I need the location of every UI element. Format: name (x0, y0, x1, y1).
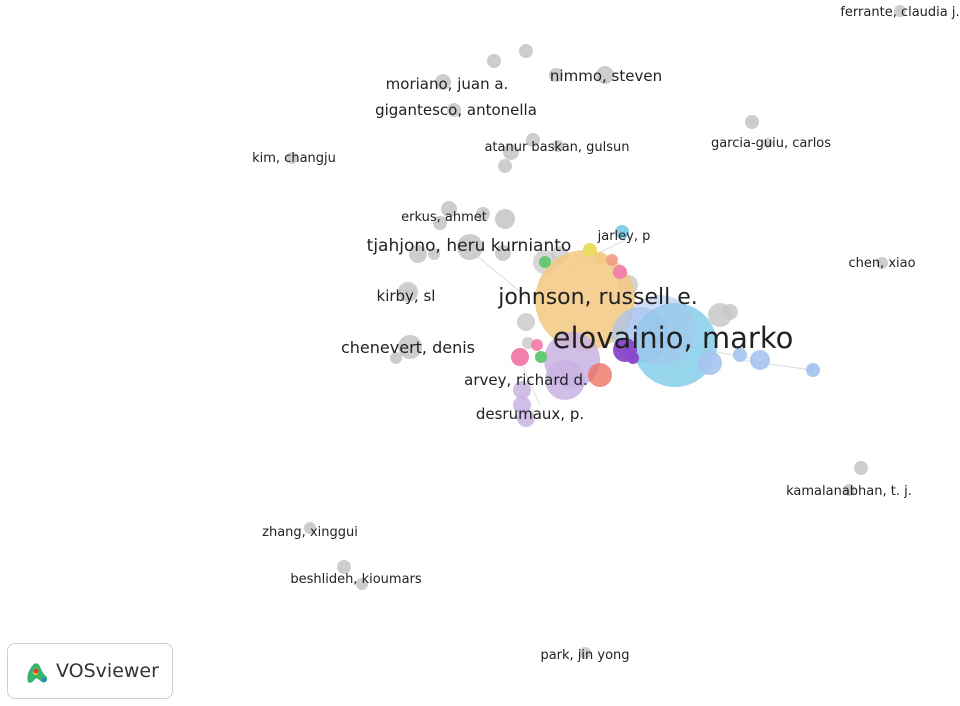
vosviewer-logo[interactable]: VOSviewer (7, 643, 173, 699)
network-node[interactable] (583, 243, 597, 257)
network-node[interactable] (613, 265, 627, 279)
network-node[interactable] (498, 159, 512, 173)
network-node[interactable] (457, 234, 483, 260)
network-node[interactable] (487, 54, 501, 68)
network-node[interactable] (531, 339, 543, 351)
network-node[interactable] (745, 115, 759, 129)
network-node[interactable] (594, 252, 606, 264)
network-node[interactable] (615, 225, 629, 239)
author-label[interactable]: ferrante, claudia j. (840, 5, 959, 20)
author-label[interactable]: johnson, russell e. (497, 285, 698, 310)
network-node[interactable] (552, 140, 564, 152)
network-node[interactable] (806, 363, 820, 377)
network-node[interactable] (390, 352, 402, 364)
network-node[interactable] (337, 560, 351, 574)
network-node[interactable] (522, 337, 534, 349)
author-label[interactable]: moriano, juan a. (386, 75, 509, 93)
network-node[interactable] (627, 352, 639, 364)
node-layer (286, 5, 906, 659)
label-layer: ferrante, claudia j. moriano, juan a. ni… (252, 5, 960, 663)
network-node[interactable] (535, 250, 635, 350)
network-node[interactable] (625, 295, 695, 365)
author-label[interactable]: arvey, richard d. (464, 371, 588, 389)
network-node[interactable] (356, 578, 368, 590)
author-label[interactable]: park, jin yong (540, 648, 629, 663)
network-node[interactable] (763, 138, 773, 148)
author-label[interactable]: erkus, ahmet (401, 210, 487, 225)
network-node[interactable] (519, 44, 533, 58)
network-node[interactable] (441, 201, 457, 217)
network-node[interactable] (409, 245, 427, 263)
network-node[interactable] (495, 209, 515, 229)
network-node[interactable] (513, 381, 531, 399)
network-node[interactable] (596, 66, 614, 84)
network-node[interactable] (535, 351, 547, 363)
network-node[interactable] (286, 152, 298, 164)
author-label[interactable]: chenevert, denis (341, 338, 475, 357)
author-label[interactable]: kirby, sl (377, 287, 436, 305)
network-node[interactable] (398, 282, 418, 302)
author-label[interactable]: nimmo, steven (550, 67, 662, 85)
author-label[interactable]: zhang, xinggui (262, 525, 358, 540)
network-node[interactable] (517, 409, 535, 427)
network-node[interactable] (549, 68, 563, 82)
network-node[interactable] (854, 461, 868, 475)
author-label[interactable]: garcia-guiu, carlos (711, 136, 831, 151)
vosviewer-logo-icon (27, 663, 48, 683)
author-label[interactable]: beshlideh, kioumars (290, 572, 422, 587)
author-label[interactable]: atanur baskan, gulsun (484, 140, 629, 155)
author-label[interactable]: desrumaux, p. (476, 405, 584, 423)
network-node[interactable] (894, 5, 906, 17)
network-node[interactable] (433, 216, 447, 230)
logo-text: VOSviewer (56, 660, 159, 682)
author-label[interactable]: chen, xiao (848, 256, 915, 271)
author-label[interactable]: tjahjono, heru kurnianto (367, 236, 572, 256)
network-node[interactable] (722, 304, 738, 320)
network-node[interactable] (698, 351, 722, 375)
network-node[interactable] (843, 484, 855, 496)
network-node[interactable] (579, 647, 591, 659)
network-node[interactable] (750, 350, 770, 370)
network-node[interactable] (526, 133, 540, 147)
network-node[interactable] (447, 103, 461, 117)
network-node[interactable] (588, 363, 612, 387)
network-node[interactable] (511, 348, 529, 366)
network-link (519, 359, 541, 406)
network-node[interactable] (606, 254, 618, 266)
network-node[interactable] (876, 257, 888, 269)
author-label[interactable]: kamalanabhan, t. j. (786, 484, 912, 499)
network-node[interactable] (428, 248, 440, 260)
network-link (469, 249, 531, 301)
author-label[interactable]: gigantesco, antonella (375, 101, 537, 119)
author-label[interactable]: jarley, p (597, 229, 651, 244)
network-node[interactable] (495, 245, 511, 261)
network-node[interactable] (733, 348, 747, 362)
network-node[interactable] (435, 74, 451, 90)
network-node[interactable] (476, 207, 490, 221)
author-label[interactable]: kim, changju (252, 151, 336, 166)
network-node[interactable] (503, 144, 519, 160)
network-node[interactable] (304, 522, 316, 534)
network-node[interactable] (398, 335, 422, 359)
author-label[interactable]: elovainio, marko (553, 321, 794, 355)
network-node[interactable] (517, 313, 535, 331)
network-node[interactable] (539, 256, 551, 268)
network-node[interactable] (545, 360, 585, 400)
